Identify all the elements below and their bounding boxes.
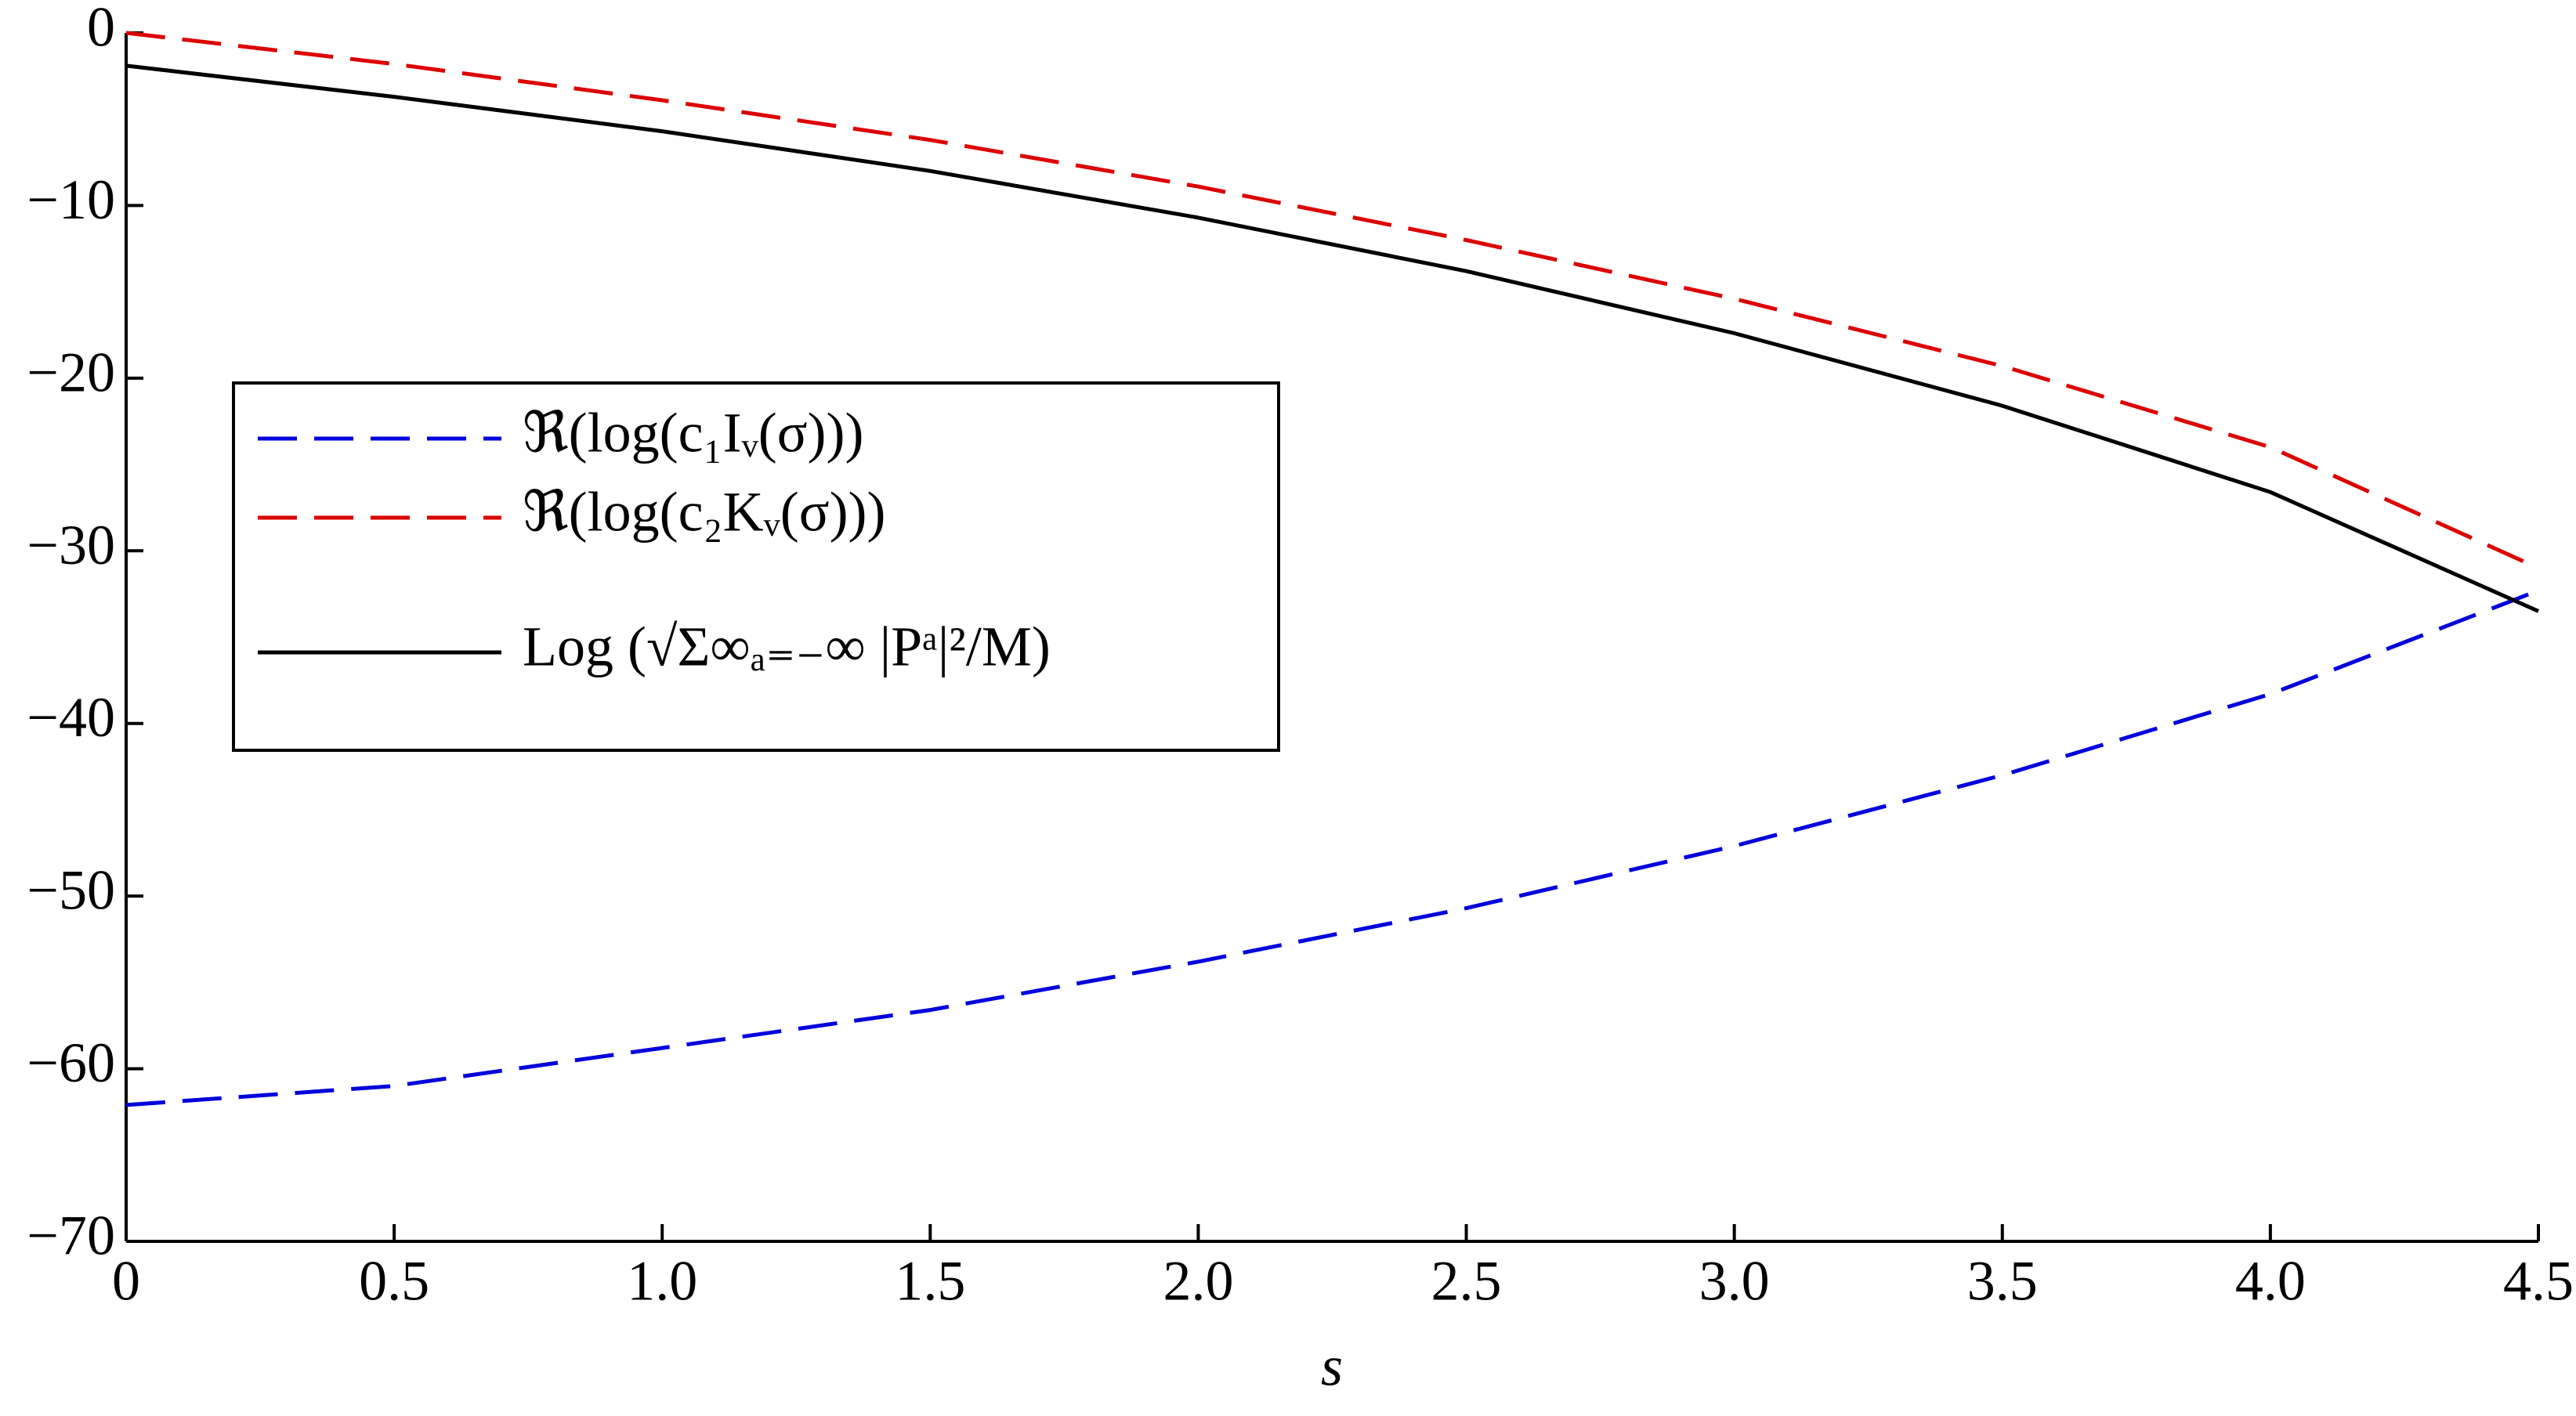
x-tick-label: 3.0 bbox=[1699, 1250, 1770, 1313]
series-line bbox=[125, 31, 2540, 570]
series-line bbox=[125, 63, 2540, 613]
legend-label: Log (√Σ∞ₐ₌₋∞ |Pᵃ|²/M) bbox=[523, 616, 1051, 678]
legend-label: ℜ(log(c₂Kᵥ(σ))) bbox=[523, 481, 886, 544]
y-tick-label: −60 bbox=[27, 1031, 115, 1094]
x-tick-label: 2.5 bbox=[1431, 1250, 1502, 1313]
legend-label: ℜ(log(c₁Iᵥ(σ))) bbox=[523, 402, 863, 464]
x-tick-label: 1.5 bbox=[895, 1250, 965, 1313]
x-tick-label: 0.5 bbox=[359, 1250, 429, 1313]
y-tick-label: −40 bbox=[27, 686, 115, 749]
y-tick-label: −10 bbox=[27, 168, 115, 231]
y-tick-label: −50 bbox=[27, 859, 115, 922]
y-tick-label: −30 bbox=[27, 514, 115, 576]
x-tick-label: 1.0 bbox=[627, 1250, 697, 1313]
y-tick-label: 0 bbox=[87, 0, 115, 59]
x-tick-label: 4.0 bbox=[2235, 1250, 2306, 1313]
x-tick-label: 0 bbox=[112, 1250, 140, 1313]
x-tick-label: 4.5 bbox=[2503, 1250, 2574, 1313]
x-tick-label: 3.5 bbox=[1967, 1250, 2038, 1313]
y-tick-label: −70 bbox=[27, 1205, 115, 1267]
x-tick-label: 2.0 bbox=[1163, 1250, 1233, 1313]
x-axis-label: s bbox=[1321, 1335, 1343, 1398]
legend-box bbox=[232, 381, 1280, 752]
y-tick-label: −20 bbox=[27, 341, 115, 403]
series-line bbox=[125, 588, 2539, 1107]
